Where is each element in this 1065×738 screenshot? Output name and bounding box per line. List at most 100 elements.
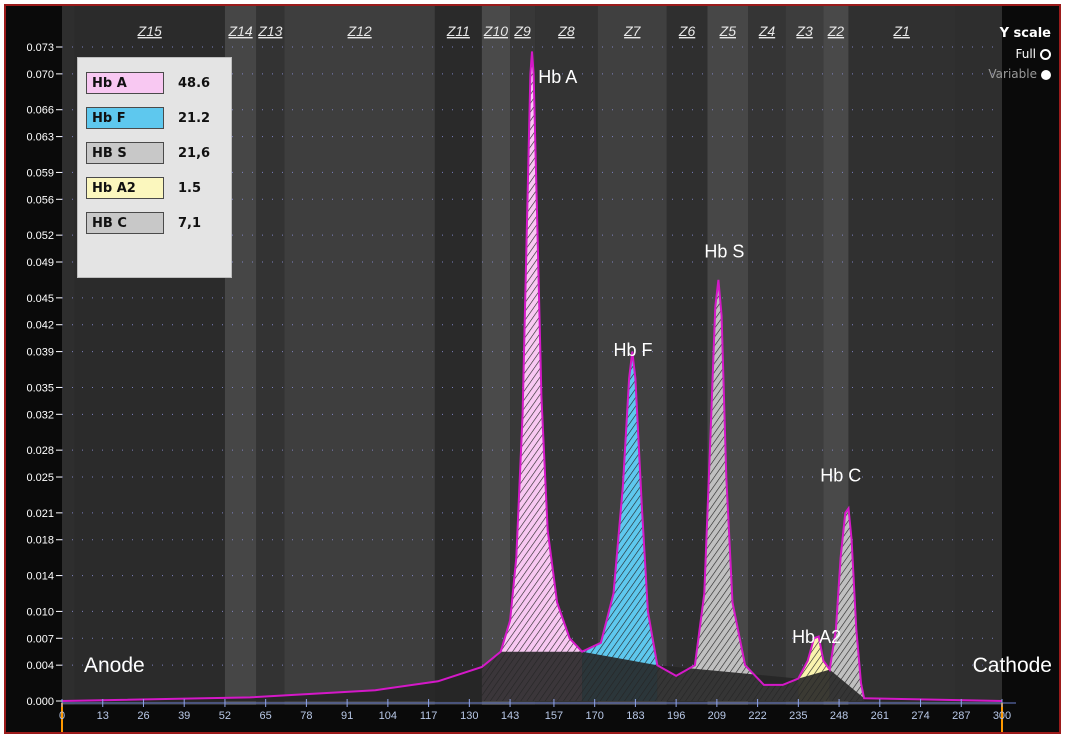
zone-label-z10: Z10 <box>483 23 508 39</box>
peak-label-hb-a2: Hb A2 <box>792 627 841 647</box>
peak-label-hb-s: Hb S <box>704 242 744 262</box>
x-tick-label: 261 <box>871 710 889 722</box>
legend-fraction-value: 21,6 <box>178 146 211 161</box>
y-tick-label: 0.045 <box>26 293 54 305</box>
x-tick-label: 65 <box>260 710 272 722</box>
x-tick-label: 91 <box>341 710 353 722</box>
y-tick-label: 0.025 <box>26 472 54 484</box>
zone-band-z4 <box>748 6 786 705</box>
y-tick-label: 0.035 <box>26 382 54 394</box>
zone-label-z9: Z9 <box>513 23 531 39</box>
peak-area-hb-s <box>657 279 799 701</box>
zone-label-z8: Z8 <box>557 23 575 39</box>
y-scale-variable-option[interactable]: Variable <box>988 67 1051 81</box>
zone-band-z10 <box>481 6 511 705</box>
legend-row: HB C 7,1 <box>86 212 226 240</box>
x-tick-label: 248 <box>830 710 848 722</box>
y-scale-variable-label: Variable <box>988 67 1037 81</box>
peak-area-hb-c <box>829 508 865 701</box>
x-tick-label: 157 <box>545 710 563 722</box>
y-tick-label: 0.004 <box>26 660 54 672</box>
y-tick-label: 0.059 <box>26 167 54 179</box>
zone-label-z4: Z4 <box>758 23 776 39</box>
zone-label-z6: Z6 <box>678 23 696 39</box>
x-tick-label: 52 <box>219 710 231 722</box>
zone-band-z12 <box>284 6 435 705</box>
zone-label-z14: Z14 <box>228 23 253 39</box>
zone-band-z1 <box>848 6 955 705</box>
y-tick-label: 0.018 <box>26 535 54 547</box>
legend-row: Hb A2 1.5 <box>86 177 226 205</box>
legend-fraction-value: 7,1 <box>178 216 202 231</box>
zone-label-z3: Z3 <box>795 23 813 39</box>
x-tick-label: 287 <box>952 710 970 722</box>
fraction-legend: Hb A 48.6 Hb F 21.2 HB S 21,6 Hb A2 1.5 HB C 7,1 <box>77 57 232 278</box>
zone-band-z11 <box>434 6 482 705</box>
legend-fraction-label: Hb F <box>86 107 164 129</box>
zone-label-z13: Z13 <box>257 23 282 39</box>
x-tick-label: 235 <box>789 710 807 722</box>
zone-label-z5: Z5 <box>719 23 737 39</box>
y-scale-full-option[interactable]: Full <box>988 47 1051 61</box>
x-tick-label: 274 <box>911 710 929 722</box>
x-tick-label: 300 <box>993 710 1011 722</box>
y-scale-full-label: Full <box>1015 47 1036 61</box>
x-tick-label: 130 <box>460 710 478 722</box>
radio-filled-icon[interactable] <box>1041 69 1051 80</box>
x-tick-label: 209 <box>708 710 726 722</box>
legend-fraction-label: HB C <box>86 212 164 234</box>
legend-fraction-label: Hb A2 <box>86 177 164 199</box>
legend-fraction-value: 48.6 <box>178 76 211 91</box>
zone-band-z6 <box>666 6 708 705</box>
x-tick-label: 78 <box>300 710 312 722</box>
y-tick-label: 0.070 <box>26 69 54 81</box>
y-tick-label: 0.049 <box>26 257 54 269</box>
x-tick-label: 222 <box>748 710 766 722</box>
zone-label-z2: Z2 <box>827 23 845 39</box>
cathode-label: Cathode <box>973 654 1052 677</box>
zone-label-z7: Z7 <box>623 23 642 39</box>
zone-label-z12: Z12 <box>347 23 372 39</box>
y-tick-label: 0.010 <box>26 606 54 618</box>
anode-label: Anode <box>84 654 145 677</box>
y-tick-label: 0.039 <box>26 347 54 359</box>
y-tick-label: 0.056 <box>26 194 54 206</box>
y-tick-label: 0.042 <box>26 320 54 332</box>
peak-label-hb-a: Hb A <box>538 67 577 87</box>
x-tick-label: 170 <box>585 710 603 722</box>
x-tick-label: 26 <box>137 710 149 722</box>
zone-label-z15: Z15 <box>137 23 162 39</box>
legend-row: Hb A 48.6 <box>86 72 226 100</box>
legend-fraction-label: HB S <box>86 142 164 164</box>
electropherogram-panel: Z15 Z14 Z13 Z12 Z11 Z10 Z9 Z8 Z7 Z6 Z5 Z4 Z3 Z2 Z1 0.0… <box>4 4 1061 734</box>
y-tick-label: 0.028 <box>26 445 54 457</box>
y-tick-label: 0.063 <box>26 132 54 144</box>
y-tick-label: 0.073 <box>26 42 54 54</box>
peak-label-hb-f: Hb F <box>613 340 652 360</box>
x-tick-label: 117 <box>420 710 438 722</box>
y-tick-label: 0.014 <box>26 571 54 583</box>
y-tick-label: 0.066 <box>26 105 54 117</box>
zone-band-z3 <box>785 6 824 705</box>
electropherogram-trace <box>61 51 1003 702</box>
x-tick-label: 39 <box>178 710 190 722</box>
radio-empty-icon[interactable] <box>1040 49 1051 60</box>
zone-label-z11: Z11 <box>446 23 470 39</box>
y-scale-title: Y scale <box>999 26 1051 41</box>
legend-fraction-label: Hb A <box>86 72 164 94</box>
x-tick-label: 183 <box>626 710 644 722</box>
peak-label-hb-c: Hb C <box>820 466 861 486</box>
x-tick-label: 13 <box>97 710 109 722</box>
legend-fraction-value: 1.5 <box>178 181 202 196</box>
y-scale-control: Y scale Full Variable <box>988 26 1051 81</box>
legend-row: HB S 21,6 <box>86 142 226 170</box>
x-tick-label: 0 <box>59 710 65 722</box>
peak-area-hb-a <box>481 51 583 701</box>
baseline-area <box>62 651 1002 701</box>
y-tick-label: 0.021 <box>26 508 54 520</box>
zone-band-z13 <box>256 6 285 705</box>
y-tick-label: 0.000 <box>26 696 54 708</box>
y-tick-label: 0.052 <box>26 230 54 242</box>
y-tick-label: 0.032 <box>26 409 54 421</box>
x-tick-label: 143 <box>501 710 519 722</box>
